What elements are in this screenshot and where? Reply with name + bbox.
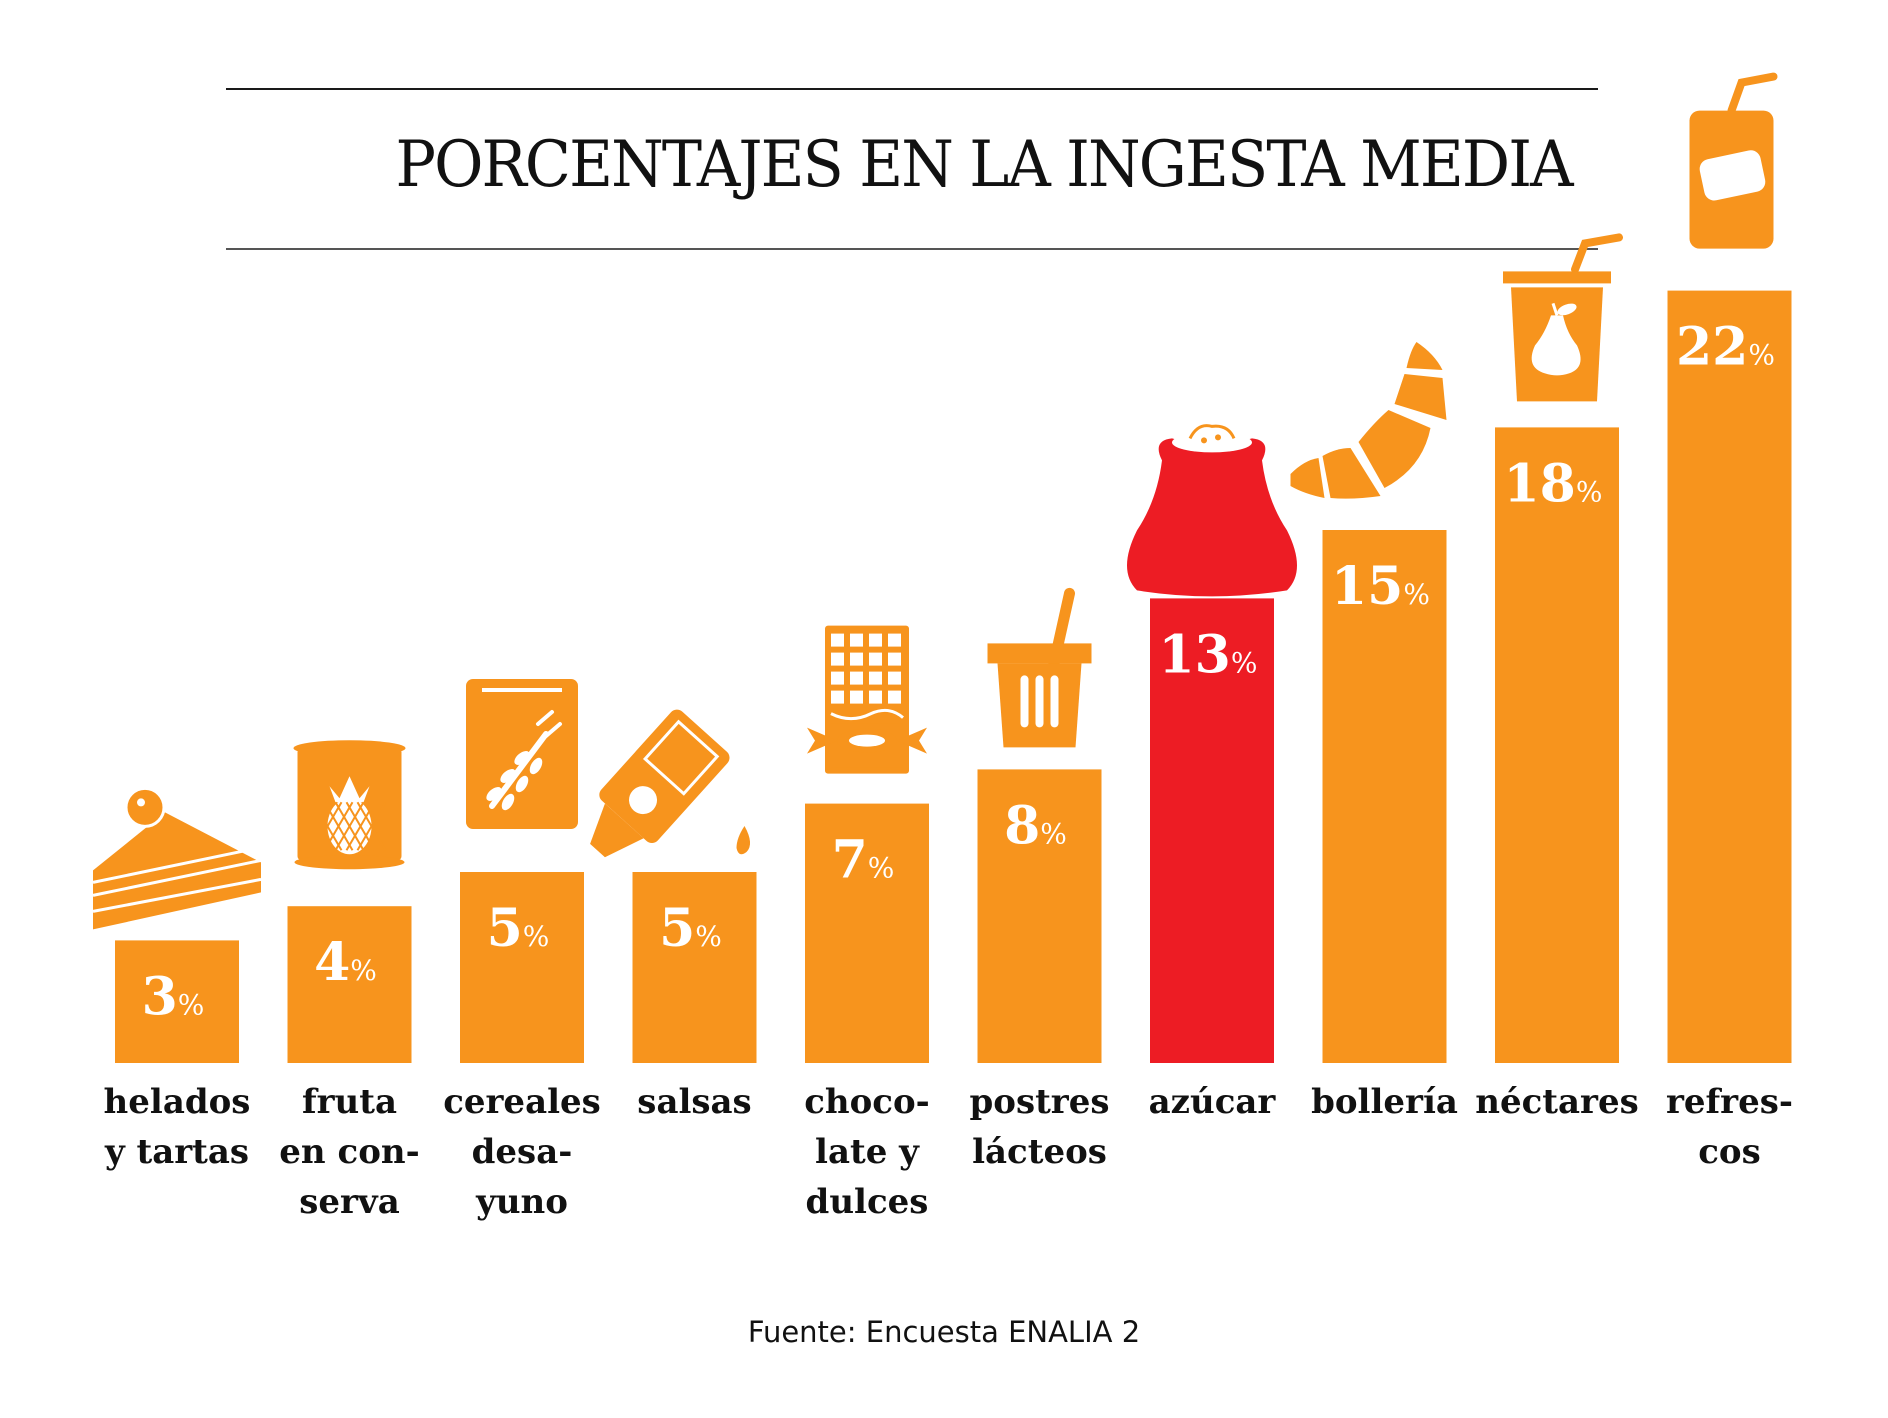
sauce-bottle-icon — [590, 709, 751, 858]
category-label: bollería — [1311, 1082, 1458, 1122]
category-label: fruta en con-serva — [279, 1082, 419, 1222]
bar-value-label: 4% — [314, 932, 377, 993]
chocolate-candy-icon — [807, 625, 927, 774]
bar-5 — [805, 803, 929, 1063]
bar-value-label: 5% — [487, 898, 550, 959]
category-label: choco-late y dulces — [804, 1082, 930, 1222]
bar-value-label: 5% — [659, 898, 722, 959]
top-rule — [226, 88, 1598, 90]
bar-1 — [115, 940, 239, 1063]
bar-value-label: 18% — [1504, 453, 1603, 514]
source-note: Fuente: Encuesta ENALIA 2 — [747, 1315, 1141, 1349]
bar-value-label: 7% — [832, 830, 895, 891]
category-label: refres-cos — [1666, 1082, 1793, 1172]
canned-pineapple-icon — [293, 740, 406, 870]
croissant-icon — [1290, 342, 1447, 499]
sugar-sack-icon — [1127, 421, 1297, 597]
category-label: néctares — [1475, 1082, 1638, 1122]
bar-4 — [632, 872, 757, 1063]
dessert-cup-icon — [987, 587, 1092, 748]
bar-6 — [977, 769, 1102, 1063]
chart-title: PORCENTAJES EN LA INGESTA MEDIA — [395, 128, 1573, 202]
category-label: salsas — [637, 1082, 751, 1122]
category-label: cereales desa-yuno — [443, 1082, 601, 1222]
bar-8 — [1322, 530, 1447, 1063]
bar-value-label: 22% — [1676, 317, 1775, 378]
bar-value-label: 13% — [1159, 624, 1258, 685]
juice-cup-icon — [1503, 233, 1623, 402]
bottom-rule — [226, 248, 1598, 250]
bar-7 — [1150, 598, 1274, 1063]
bar-10 — [1667, 290, 1792, 1064]
bar-value-label: 8% — [1004, 795, 1067, 856]
bar-9 — [1495, 427, 1619, 1063]
bar-value-label: 15% — [1331, 556, 1430, 617]
cake-slice-icon — [92, 786, 262, 930]
category-label: azúcar — [1149, 1082, 1277, 1122]
bar-value-label: 3% — [142, 966, 205, 1027]
category-label: helados y tartas — [104, 1082, 251, 1172]
bar-3 — [460, 872, 584, 1063]
bar-2 — [287, 906, 412, 1063]
cereal-box-icon — [466, 679, 578, 829]
category-label: postres lácteos — [970, 1082, 1110, 1172]
soda-can-icon — [1689, 72, 1778, 249]
